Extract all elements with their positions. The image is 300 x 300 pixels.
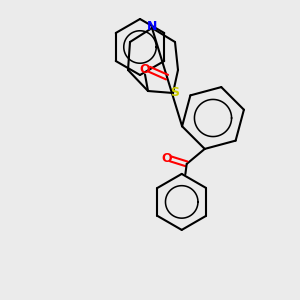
Text: S: S <box>170 85 179 98</box>
Text: N: N <box>147 20 157 34</box>
Text: O: O <box>140 63 150 76</box>
Text: O: O <box>161 152 172 165</box>
